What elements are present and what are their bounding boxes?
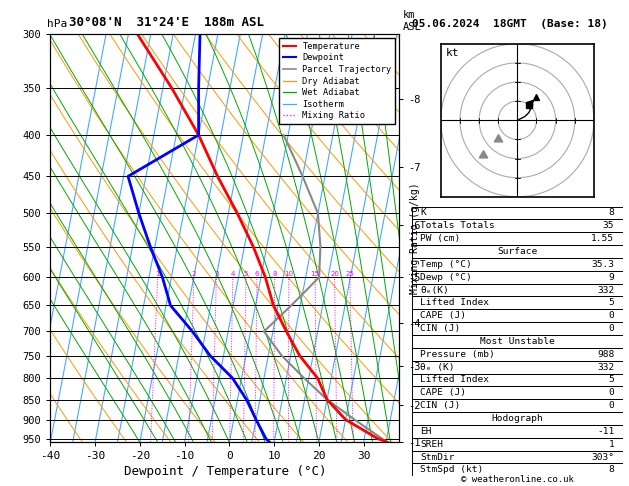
Text: 6: 6 (255, 271, 259, 278)
Text: 988: 988 (597, 350, 615, 359)
Text: 35.3: 35.3 (591, 260, 615, 269)
Legend: Temperature, Dewpoint, Parcel Trajectory, Dry Adiabat, Wet Adiabat, Isotherm, Mi: Temperature, Dewpoint, Parcel Trajectory… (279, 38, 395, 124)
Text: Temp (°C): Temp (°C) (420, 260, 472, 269)
Text: CIN (J): CIN (J) (420, 401, 460, 410)
Text: 10: 10 (284, 271, 293, 278)
Text: 1: 1 (608, 440, 615, 449)
Text: Most Unstable: Most Unstable (480, 337, 555, 346)
Text: Hodograph: Hodograph (491, 414, 543, 423)
Text: CIN (J): CIN (J) (420, 324, 460, 333)
Text: 0: 0 (608, 311, 615, 320)
Text: 332: 332 (597, 286, 615, 295)
Text: SREH: SREH (420, 440, 443, 449)
Text: θₑ(K): θₑ(K) (420, 286, 449, 295)
Text: 35: 35 (603, 221, 615, 230)
Text: 5: 5 (608, 298, 615, 307)
Text: CAPE (J): CAPE (J) (420, 311, 467, 320)
Text: 8: 8 (608, 208, 615, 217)
Text: 05.06.2024  18GMT  (Base: 18): 05.06.2024 18GMT (Base: 18) (412, 19, 608, 29)
Text: Surface: Surface (498, 247, 537, 256)
Text: StmDir: StmDir (420, 452, 455, 462)
Text: 15: 15 (311, 271, 320, 278)
Text: EH: EH (420, 427, 432, 436)
Text: Mixing Ratio (g/kg): Mixing Ratio (g/kg) (410, 182, 420, 294)
Text: 25: 25 (345, 271, 354, 278)
Text: 9: 9 (608, 273, 615, 282)
Text: PW (cm): PW (cm) (420, 234, 460, 243)
Text: Lifted Index: Lifted Index (420, 298, 489, 307)
Text: 303°: 303° (591, 452, 615, 462)
Text: 332: 332 (597, 363, 615, 372)
Text: 20: 20 (330, 271, 339, 278)
Text: Dewp (°C): Dewp (°C) (420, 273, 472, 282)
Text: hPa: hPa (47, 19, 67, 29)
Text: 1.55: 1.55 (591, 234, 615, 243)
Text: 8: 8 (608, 466, 615, 474)
Text: StmSpd (kt): StmSpd (kt) (420, 466, 484, 474)
Text: 0: 0 (608, 324, 615, 333)
Text: 5: 5 (244, 271, 248, 278)
Text: 2: 2 (192, 271, 196, 278)
Text: CAPE (J): CAPE (J) (420, 388, 467, 397)
Text: © weatheronline.co.uk: © weatheronline.co.uk (461, 474, 574, 484)
Text: 0: 0 (608, 388, 615, 397)
Text: km
ASL: km ASL (403, 10, 421, 32)
Text: 1: 1 (155, 271, 160, 278)
Text: 30°08'N  31°24'E  188m ASL: 30°08'N 31°24'E 188m ASL (69, 16, 264, 29)
Text: 4: 4 (231, 271, 235, 278)
Text: Lifted Index: Lifted Index (420, 376, 489, 384)
Text: Totals Totals: Totals Totals (420, 221, 495, 230)
X-axis label: Dewpoint / Temperature (°C): Dewpoint / Temperature (°C) (124, 466, 326, 478)
Text: 3: 3 (214, 271, 219, 278)
Text: K: K (420, 208, 426, 217)
Text: 8: 8 (272, 271, 277, 278)
Text: -11: -11 (597, 427, 615, 436)
Text: 5: 5 (608, 376, 615, 384)
Text: θₑ (K): θₑ (K) (420, 363, 455, 372)
Text: 0: 0 (608, 401, 615, 410)
Text: Pressure (mb): Pressure (mb) (420, 350, 495, 359)
Text: kt: kt (445, 48, 459, 58)
